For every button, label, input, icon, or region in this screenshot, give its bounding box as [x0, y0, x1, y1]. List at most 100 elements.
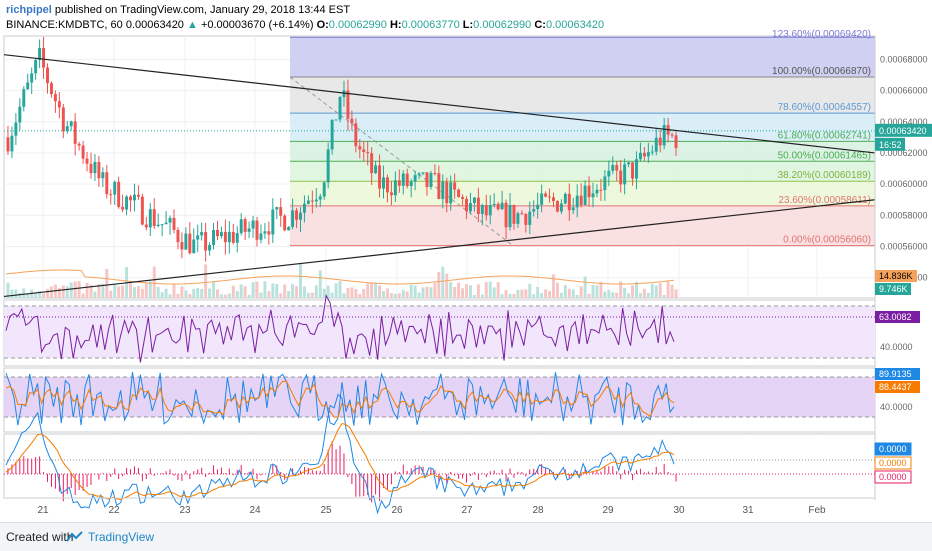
candle-body	[6, 137, 10, 152]
candle-body	[330, 120, 334, 150]
volume-bar	[223, 294, 227, 298]
volume-bar	[49, 286, 53, 298]
volume-bar	[370, 282, 374, 298]
volume-bar	[631, 285, 635, 298]
stoch-d-label: 88.4437	[879, 382, 912, 392]
y-tick-0: 0.00068000	[880, 54, 928, 64]
symbol-label[interactable]: BINANCE:KMDBTC, 60	[6, 19, 123, 31]
up-arrow-icon: ▲	[187, 19, 198, 31]
candle-body	[401, 173, 405, 186]
candle-body	[49, 83, 53, 95]
candle-body	[480, 205, 484, 214]
volume-bar	[362, 288, 366, 298]
candle-body	[532, 209, 536, 212]
volume-bar	[219, 294, 223, 298]
candle-body	[295, 210, 299, 220]
candle-body	[302, 203, 306, 213]
candle-body	[484, 205, 488, 216]
volume-bar	[559, 292, 563, 298]
volume-bar	[38, 291, 42, 298]
candle-body	[559, 203, 563, 212]
candle-body	[429, 172, 433, 188]
candle-body	[231, 231, 235, 243]
tradingview-logo-icon[interactable]	[66, 531, 84, 543]
candle-body	[275, 207, 279, 210]
open-label: O:	[316, 19, 329, 31]
volume-bar	[599, 281, 603, 298]
candle-body	[579, 195, 583, 205]
x-tick-8: 29	[602, 505, 614, 516]
countdown-badge	[875, 137, 905, 151]
candle-body	[283, 215, 287, 231]
volume-bar	[314, 285, 318, 298]
author-link[interactable]: richpipel	[6, 4, 52, 16]
volume-bar	[342, 293, 346, 298]
volume-bar	[393, 294, 397, 298]
x-tick-4: 25	[320, 505, 332, 516]
volume-bar	[101, 283, 105, 298]
volume-bar	[642, 288, 646, 298]
volume-bar	[231, 285, 235, 298]
candle-body	[200, 232, 204, 236]
volume-bar	[635, 281, 638, 298]
volume-bar	[184, 290, 188, 298]
volume-bar	[366, 283, 370, 298]
candle-body	[30, 73, 34, 83]
fib-label-4: 50.00%(0.00061465)	[778, 150, 871, 161]
candle-body	[476, 197, 480, 214]
candle-body	[136, 194, 140, 197]
candle-body	[623, 164, 627, 185]
candle-body	[654, 137, 658, 152]
candle-body	[251, 220, 255, 229]
candle-body	[599, 189, 603, 191]
candle-body	[650, 151, 654, 153]
y-tick-1: 0.00066000	[880, 86, 928, 96]
candle-body	[441, 181, 445, 199]
volume-bar	[251, 282, 255, 298]
volume-bar	[227, 293, 231, 298]
candle-body	[227, 231, 231, 243]
volume-bar	[42, 293, 46, 298]
candle-body	[421, 172, 425, 174]
candle-body	[536, 204, 540, 210]
volume-bar	[540, 293, 544, 298]
volume-bar	[492, 287, 496, 298]
fib-label-2: 78.60%(0.00064557)	[778, 102, 871, 113]
volume-bar	[259, 292, 263, 298]
volume-bar	[188, 293, 192, 298]
volume-bar	[204, 264, 208, 298]
candle-body	[334, 119, 338, 121]
price-badge	[875, 123, 932, 137]
macd-label-2: 0.0000	[879, 472, 907, 482]
stoch-k-badge	[875, 368, 920, 380]
candle-body	[461, 197, 465, 199]
candle-body	[552, 197, 555, 202]
candle-body	[144, 224, 148, 228]
candle-body	[216, 229, 219, 237]
candle-body	[125, 196, 129, 210]
chart-svg[interactable]: 123.60%(0.00069420) 100.00%(0.00066870) 78…	[0, 0, 932, 522]
volume-bar	[619, 281, 623, 298]
fib-label-3: 61.80%(0.00062741)	[778, 130, 871, 141]
trendline-0	[3, 54, 876, 154]
volume-bar	[65, 286, 69, 298]
volume-bar	[548, 291, 552, 298]
stoch-band	[4, 377, 875, 417]
candle-body	[433, 172, 437, 174]
candle-body	[46, 67, 49, 84]
volume-bar	[212, 281, 216, 298]
candle-body	[627, 162, 631, 165]
volume-bar	[93, 291, 97, 298]
stoch-k-label: 89.9135	[879, 369, 912, 379]
x-tick-0: 21	[37, 505, 49, 516]
volume-bar	[302, 286, 306, 298]
fib-zone-4	[290, 161, 875, 182]
candle-body	[571, 207, 575, 211]
last-price: 0.00063420	[125, 19, 184, 31]
fib-zone-1	[290, 77, 875, 114]
candle-body	[397, 180, 401, 186]
candle-body	[97, 161, 101, 179]
volume-bar	[650, 283, 654, 298]
tradingview-brand-link[interactable]: TradingView	[88, 530, 155, 544]
